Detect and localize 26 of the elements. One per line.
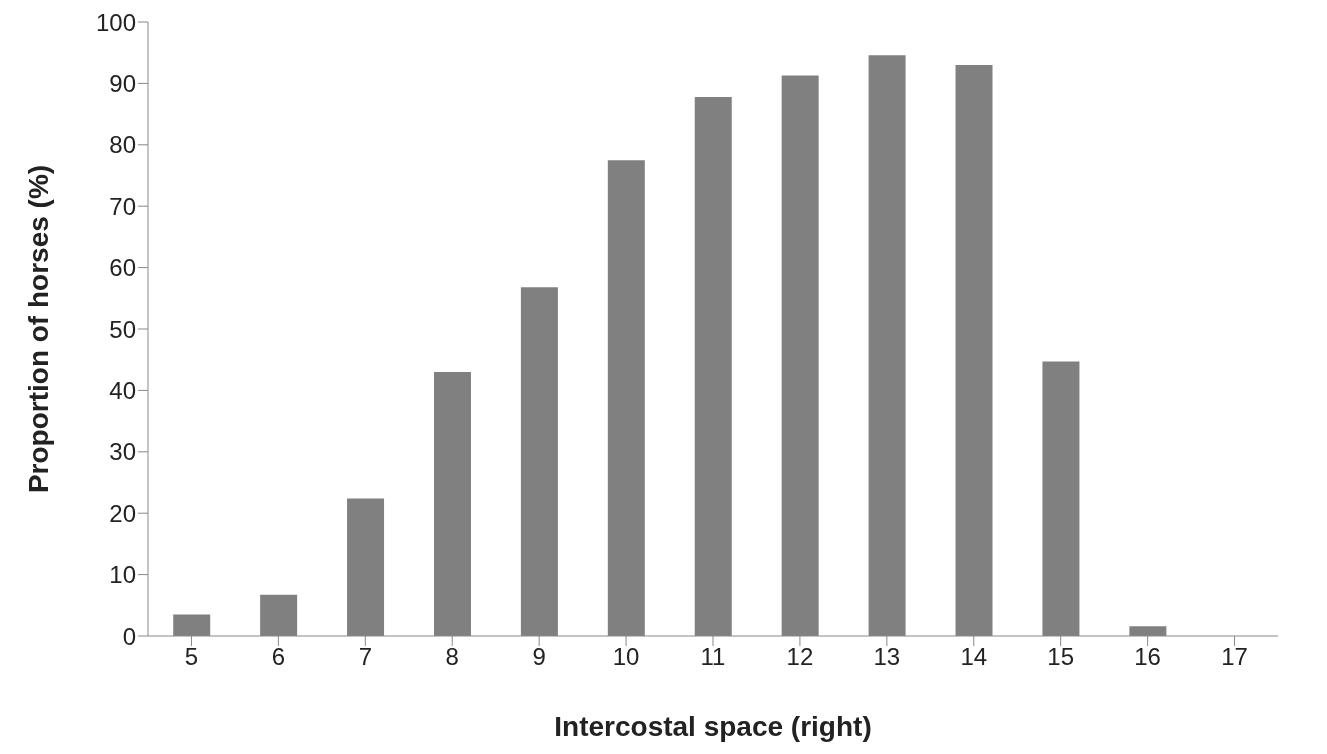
x-axis-title: Intercostal space (right) — [554, 711, 872, 742]
x-tick-label: 12 — [786, 643, 814, 671]
x-tick-label: 7 — [358, 643, 372, 671]
x-tick-label: 14 — [960, 643, 988, 671]
x-tick-label: 11 — [700, 643, 726, 671]
x-tick-label: 15 — [1047, 643, 1075, 671]
x-tick-label: 16 — [1134, 643, 1161, 671]
y-tick-label: 100 — [95, 8, 136, 36]
y-axis-title: Proportion of horses (%) — [22, 164, 54, 494]
y-tick-label: 90 — [109, 69, 136, 97]
x-tick-label: 5 — [184, 643, 199, 671]
x-tick-label: 10 — [612, 643, 640, 671]
x-tick-label: 9 — [532, 643, 546, 671]
y-tick-label: 10 — [109, 561, 136, 589]
x-tick-label: 13 — [873, 643, 901, 671]
y-tick-label: 60 — [109, 254, 136, 282]
y-tick-label: 20 — [109, 499, 136, 527]
y-tick-label: 40 — [109, 376, 136, 404]
x-tick-label: 6 — [271, 643, 286, 671]
y-tick-label: 70 — [109, 192, 136, 220]
y-tick-label: 0 — [122, 622, 136, 650]
x-tick-label: 8 — [445, 643, 459, 671]
x-tick-label: 17 — [1221, 643, 1248, 671]
y-tick-label: 30 — [109, 438, 136, 466]
y-tick-label: 50 — [109, 315, 136, 343]
y-tick-label: 80 — [109, 131, 136, 159]
